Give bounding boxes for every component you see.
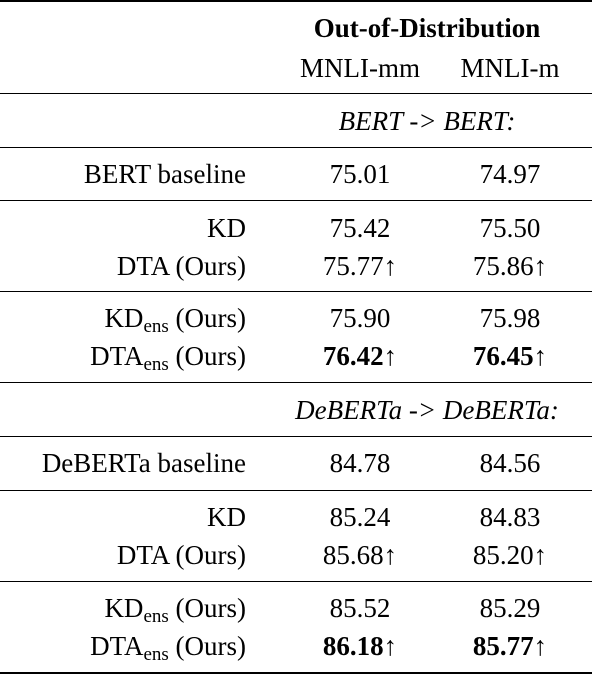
cell-mnli-mm: 75.77↑ [322,251,398,281]
cell-mnli-mm: 75.90 [329,303,391,333]
subscript: ens [143,354,169,375]
section-title: DeBERTa -> DeBERTa: [295,395,559,425]
subscript: ens [143,606,169,627]
subscript: ens [143,644,169,665]
row-label: DTA (Ours) [116,540,246,570]
group-header: Out-of-Distribution [313,13,541,43]
cell-mnli-m-best: 85.77↑ [472,631,548,661]
section-title: BERT -> BERT: [338,106,516,136]
column-header-mnli-mm: MNLI-mm [300,53,420,83]
cell-mnli-m-best: 76.45↑ [472,341,548,371]
cell-mnli-m: 84.83 [479,502,541,532]
group-rule [0,490,592,491]
row-label: DeBERTa baseline [41,448,246,478]
row-label: DTAens (Ours) [90,631,246,665]
group-rule [0,291,592,292]
group-rule [0,200,592,201]
section-title-rule [0,436,592,437]
section-title-rule [0,147,592,148]
cell-mnli-mm: 85.24 [329,502,391,532]
cell-mnli-m: 74.97 [479,159,541,189]
subscript: ens [143,316,169,337]
cell-mnli-mm: 75.01 [329,159,391,189]
cell-mnli-mm-best: 76.42↑ [322,341,398,371]
cell-mnli-mm-best: 86.18↑ [322,631,398,661]
cell-mnli-m: 75.98 [479,303,541,333]
cell-mnli-m: 75.86↑ [472,251,548,281]
column-header-mnli-m: MNLI-m [460,53,560,83]
row-label: KD [207,213,246,243]
row-label: KD [207,502,246,532]
row-label: KDens (Ours) [104,303,246,337]
bottom-rule [0,672,592,674]
cell-mnli-m: 84.56 [479,448,541,478]
top-rule [0,0,592,2]
row-label: KDens (Ours) [104,593,246,627]
cell-mnli-mm: 75.42 [329,213,391,243]
cell-mnli-mm: 85.52 [329,593,391,623]
header-rule [0,93,592,94]
cell-mnli-mm: 85.68↑ [322,540,398,570]
section-rule [0,382,592,383]
cell-mnli-m: 75.50 [479,213,541,243]
cell-mnli-mm: 84.78 [329,448,391,478]
row-label: DTAens (Ours) [90,341,246,375]
cell-mnli-m: 85.29 [479,593,541,623]
row-label: BERT baseline [83,159,246,189]
cell-mnli-m: 85.20↑ [472,540,548,570]
row-label: DTA (Ours) [116,251,246,281]
group-rule [0,581,592,582]
